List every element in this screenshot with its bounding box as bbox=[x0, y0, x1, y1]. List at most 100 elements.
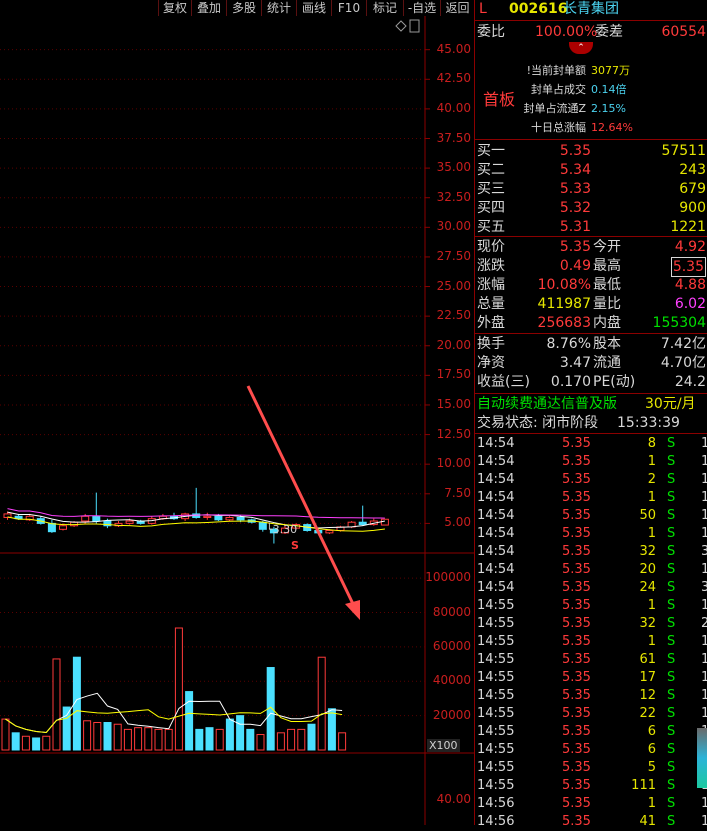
tick-price: 5.35 bbox=[562, 508, 591, 523]
toolbar-button-watchlist[interactable]: -自选 bbox=[403, 0, 440, 16]
tick-row[interactable]: 14:54 5.35 8 S 1 bbox=[475, 435, 707, 453]
quote-label: 总量 bbox=[477, 296, 505, 312]
ad-text[interactable]: 自动续费通达信普及版 bbox=[477, 396, 617, 412]
tick-time: 14:55 bbox=[477, 778, 515, 793]
tick-row[interactable]: 14:54 5.35 1 S 1 bbox=[475, 525, 707, 543]
bid-label: 买二 bbox=[477, 162, 505, 178]
annotation-arrow bbox=[246, 385, 360, 620]
bid-row[interactable]: 买三 5.33 679 bbox=[475, 180, 707, 198]
tick-row[interactable]: 14:54 5.35 20 S 1 bbox=[475, 561, 707, 579]
low-price-marker: └3.30 bbox=[266, 523, 298, 536]
volume-ma-line bbox=[5, 692, 343, 733]
toolbar-button-mark[interactable]: 标记 bbox=[366, 0, 403, 16]
tick-time: 14:54 bbox=[477, 562, 515, 577]
volume-bar bbox=[338, 732, 347, 751]
tick-volume: 12 bbox=[639, 688, 656, 703]
toolbar-button-f10[interactable]: F10 bbox=[331, 0, 366, 16]
tick-row[interactable]: 14:55 5.35 17 S 1 bbox=[475, 669, 707, 687]
quote-panel: L 002616 长青集团 委比 100.00% 委差 60554 ⌃ 首板 !… bbox=[474, 0, 707, 829]
tick-count: 1 bbox=[701, 436, 707, 451]
tick-time: 14:55 bbox=[477, 670, 515, 685]
kline-chart-area[interactable]: 45.00 42.50 40.00 37.50 35.00 32.50 30.00 27.50… bbox=[0, 16, 474, 825]
tick-row[interactable]: 14:54 5.35 32 S 3 bbox=[475, 543, 707, 561]
tick-row[interactable]: 14:55 5.35 12 S 1 bbox=[475, 687, 707, 705]
bid-row[interactable]: 买一 5.35 57511 bbox=[475, 142, 707, 160]
quote-label: 量比 bbox=[593, 296, 621, 312]
trade-status-label: 交易状态: 闭市阶段 bbox=[477, 415, 599, 431]
weicha-value: 60554 bbox=[661, 24, 706, 40]
collapse-chevron-icon[interactable]: ⌃ bbox=[569, 42, 593, 54]
price-axis-label: 40.00 bbox=[436, 100, 471, 115]
seal-row-label: 十日总涨幅 bbox=[531, 121, 586, 134]
tick-count: 3 bbox=[701, 544, 707, 559]
volume-bar bbox=[276, 732, 285, 751]
tick-count: 1 bbox=[701, 526, 707, 541]
tick-row[interactable]: 14:55 5.35 1 S 1 bbox=[475, 597, 707, 615]
volume-bar bbox=[42, 735, 51, 751]
tick-time: 14:55 bbox=[477, 598, 515, 613]
volume-bar bbox=[123, 728, 132, 751]
tick-price: 5.35 bbox=[562, 724, 591, 739]
moving-average-lines bbox=[7, 508, 385, 532]
candle bbox=[114, 521, 123, 527]
candle bbox=[203, 512, 212, 520]
tick-row[interactable]: 14:54 5.35 50 S 1 bbox=[475, 507, 707, 525]
toolbar: 复权 叠加 多股 统计 画线 F10 标记 -自选 返回 bbox=[0, 0, 474, 16]
volume-moving-average-lines bbox=[5, 692, 343, 733]
toolbar-button-overlay[interactable]: 叠加 bbox=[191, 0, 226, 16]
tick-side: S bbox=[667, 616, 676, 631]
tick-row[interactable]: 14:56 5.35 1 S 1 bbox=[475, 795, 707, 813]
bid-volume: 679 bbox=[679, 181, 706, 197]
candle bbox=[369, 518, 378, 526]
tick-scrollbar[interactable] bbox=[697, 728, 707, 788]
tick-price: 5.35 bbox=[562, 778, 591, 793]
tick-row[interactable]: 14:55 5.35 1 S 1 bbox=[475, 633, 707, 651]
ad-price[interactable]: 30元/月 bbox=[645, 396, 696, 412]
tick-time: 14:54 bbox=[477, 472, 515, 487]
tick-row[interactable]: 14:54 5.35 2 S 1 bbox=[475, 471, 707, 489]
tick-side: S bbox=[667, 454, 676, 469]
price-axis-label: 37.50 bbox=[436, 130, 471, 145]
tick-row[interactable]: 14:54 5.35 1 S 1 bbox=[475, 453, 707, 471]
quote-row: 外盘 256683 内盘 155304 bbox=[475, 314, 707, 332]
tick-row[interactable]: 14:54 5.35 24 S 3 bbox=[475, 579, 707, 597]
toolbar-button-back[interactable]: 返回 bbox=[440, 0, 474, 16]
toolbar-button-draw[interactable]: 画线 bbox=[296, 0, 331, 16]
quote-value: 4.88 bbox=[674, 277, 706, 293]
price-axis-label: 32.50 bbox=[436, 189, 471, 204]
toolbar-button-statistics[interactable]: 统计 bbox=[261, 0, 296, 16]
quote-label: 最低 bbox=[593, 277, 621, 293]
ad-row[interactable]: 自动续费通达信普及版 30元/月 bbox=[475, 395, 707, 413]
quote-label: 现价 bbox=[477, 239, 505, 255]
stats-label: 流通 bbox=[593, 355, 621, 371]
weibi-value: 100.00% bbox=[535, 24, 598, 40]
tick-row[interactable]: 14:55 5.35 32 S 2 bbox=[475, 615, 707, 633]
tick-volume: 1 bbox=[647, 598, 656, 613]
stock-code-prefix: L bbox=[479, 1, 487, 17]
bid-row[interactable]: 买二 5.34 243 bbox=[475, 161, 707, 179]
bid-row[interactable]: 买四 5.32 900 bbox=[475, 199, 707, 217]
toolbar-button-fuquan[interactable]: 复权 bbox=[158, 0, 191, 16]
tick-time: 14:56 bbox=[477, 814, 515, 829]
price-axis-label: 42.50 bbox=[436, 71, 471, 86]
tick-row[interactable]: 14:56 5.35 41 S 1 bbox=[475, 813, 707, 831]
volume-bar bbox=[256, 734, 265, 751]
tick-row[interactable]: 14:55 5.35 61 S 1 bbox=[475, 651, 707, 669]
bid-volume: 243 bbox=[679, 162, 706, 178]
stats-value: 0.170 bbox=[550, 374, 591, 390]
volume-bar bbox=[1, 718, 10, 751]
tick-row[interactable]: 14:55 5.35 22 S 1 bbox=[475, 705, 707, 723]
toolbar-button-multi-stock[interactable]: 多股 bbox=[226, 0, 261, 16]
tick-side: S bbox=[667, 688, 676, 703]
tick-time: 14:55 bbox=[477, 742, 515, 757]
tick-count: 1 bbox=[701, 508, 707, 523]
stock-name[interactable]: 长青集团 bbox=[563, 1, 619, 17]
tick-row[interactable]: 14:54 5.35 1 S 1 bbox=[475, 489, 707, 507]
quote-value: 6.02 bbox=[674, 296, 706, 312]
bid-row[interactable]: 买五 5.31 1221 bbox=[475, 218, 707, 236]
tick-price: 5.35 bbox=[562, 688, 591, 703]
